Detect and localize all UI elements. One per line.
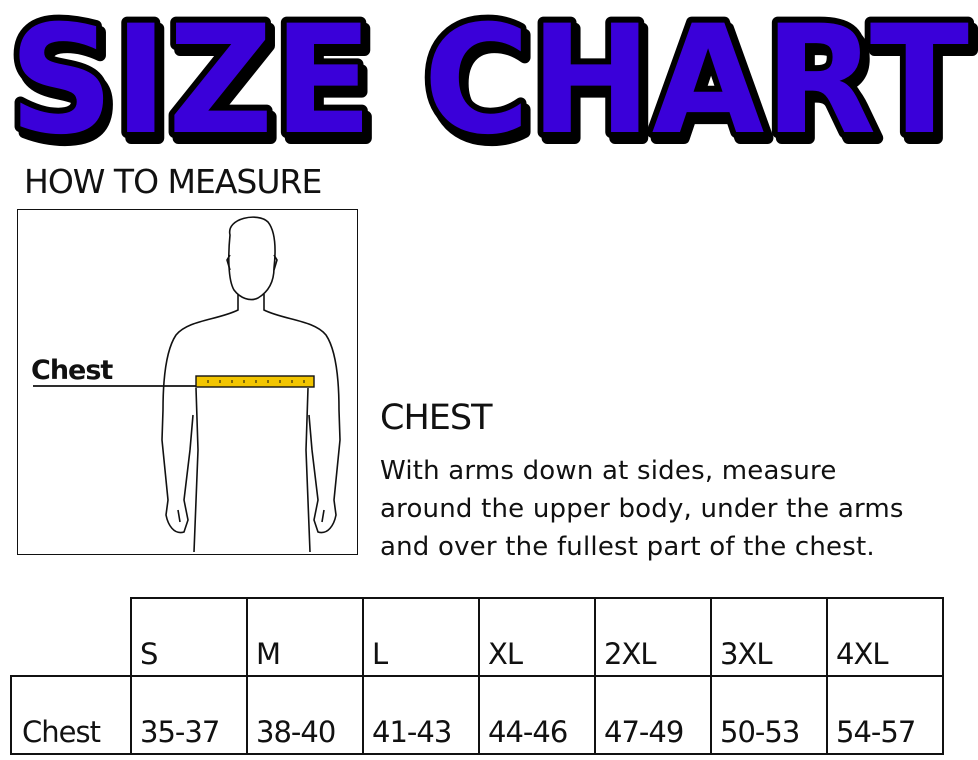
size-header-row: S M L XL 2XL 3XL 4XL	[11, 597, 944, 677]
instruction-heading: CHEST	[380, 398, 492, 438]
size-chart-title: SIZE CHART	[3, 0, 975, 150]
row-label: Chest	[10, 675, 132, 755]
table-cell: 50-53	[710, 675, 828, 755]
measuring-tape-icon	[195, 375, 315, 388]
table-cell: 35-37	[130, 675, 248, 755]
size-header: S	[130, 597, 248, 677]
title-text: SIZE CHART	[9, 0, 969, 150]
measurement-figure	[17, 209, 358, 555]
size-header: 2XL	[594, 597, 712, 677]
size-header: L	[362, 597, 480, 677]
empty-corner-cell	[11, 598, 131, 677]
table-cell: 38-40	[246, 675, 364, 755]
size-header: M	[246, 597, 364, 677]
table-cell: 41-43	[362, 675, 480, 755]
size-header: 3XL	[710, 597, 828, 677]
table-row: Chest 35-37 38-40 41-43 44-46 47-49 50-5…	[10, 675, 944, 755]
size-table: S M L XL 2XL 3XL 4XL Chest 35-37 38-40 4…	[10, 597, 944, 755]
figure-chest-label: Chest	[31, 355, 113, 386]
size-header: 4XL	[826, 597, 944, 677]
table-cell: 47-49	[594, 675, 712, 755]
body-outline-icon	[33, 216, 341, 553]
instruction-text: With arms down at sides, measure around …	[380, 456, 904, 562]
table-cell: 44-46	[478, 675, 596, 755]
size-header: XL	[478, 597, 596, 677]
how-to-measure-heading: HOW TO MEASURE	[24, 162, 322, 201]
table-cell: 54-57	[826, 675, 944, 755]
